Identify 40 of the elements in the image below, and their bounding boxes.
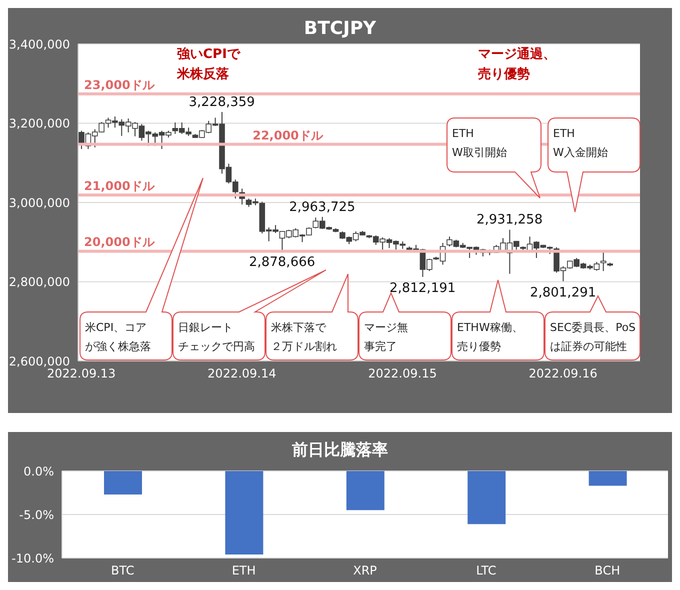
annotation: SEC委員長、PoSは証券の可能性 [550,321,636,353]
x-tick-label: 2022.09.15 [368,366,437,381]
annotation: マージ無事完了 [364,321,408,353]
annotation: ETHW取引開始 [452,127,507,159]
y-tick-label: 0.0% [24,464,54,478]
annotation: ETHW入金開始 [553,127,608,159]
x-tick-label: ETH [232,564,256,578]
y-tick-label: 3,000,000 [8,196,70,210]
x-tick-label: 2022.09.14 [208,366,276,381]
ref-line-label: 20,000ドル [84,235,156,250]
y-tick-label: 2,800,000 [8,275,70,290]
y-tick-label: -10.0% [12,551,54,566]
y-tick-label: 3,400,000 [8,37,70,52]
annotation: 日銀レートチェックで円高 [178,321,255,353]
annotation: 2,801,291 [530,285,596,300]
ref-line-label: 23,000ドル [84,78,156,92]
x-tick-label: 2022.09.13 [46,366,116,381]
x-tick-label: XRP [353,564,377,578]
annotation: 米CPI、コアが強く株急落 [85,321,151,353]
x-tick-label: BCH [594,564,620,578]
y-tick-label: 3,200,000 [8,116,70,131]
annotation: 2,812,191 [389,281,456,296]
annotation: 米株下落で２万ドル割れ [271,321,337,353]
annotation: 2,878,666 [248,254,316,270]
ref-line-label: 21,000ドル [84,178,156,193]
x-tick-label: 2022.09.16 [528,366,598,381]
chart-title: BTCJPY [302,18,378,39]
annotation: 強いCPIで米株反落 [176,46,241,82]
x-tick-label: LTC [476,564,496,578]
chart-title: 前日比騰落率 [291,440,389,461]
annotation: マージ通過、売り優勢 [478,46,556,82]
y-tick-label: -5.0% [19,508,54,522]
annotation: ETHW稼働、売り優勢 [457,321,523,353]
x-tick-label: BTC [110,564,134,578]
annotation: 3,228,359 [188,95,255,110]
annotation: 2,931,258 [476,212,543,228]
annotation: 2,963,725 [289,200,356,215]
candlestick [600,250,606,272]
ref-line-label: 22,000ドル [252,128,324,142]
y-tick-label: 2,600,000 [8,354,70,368]
